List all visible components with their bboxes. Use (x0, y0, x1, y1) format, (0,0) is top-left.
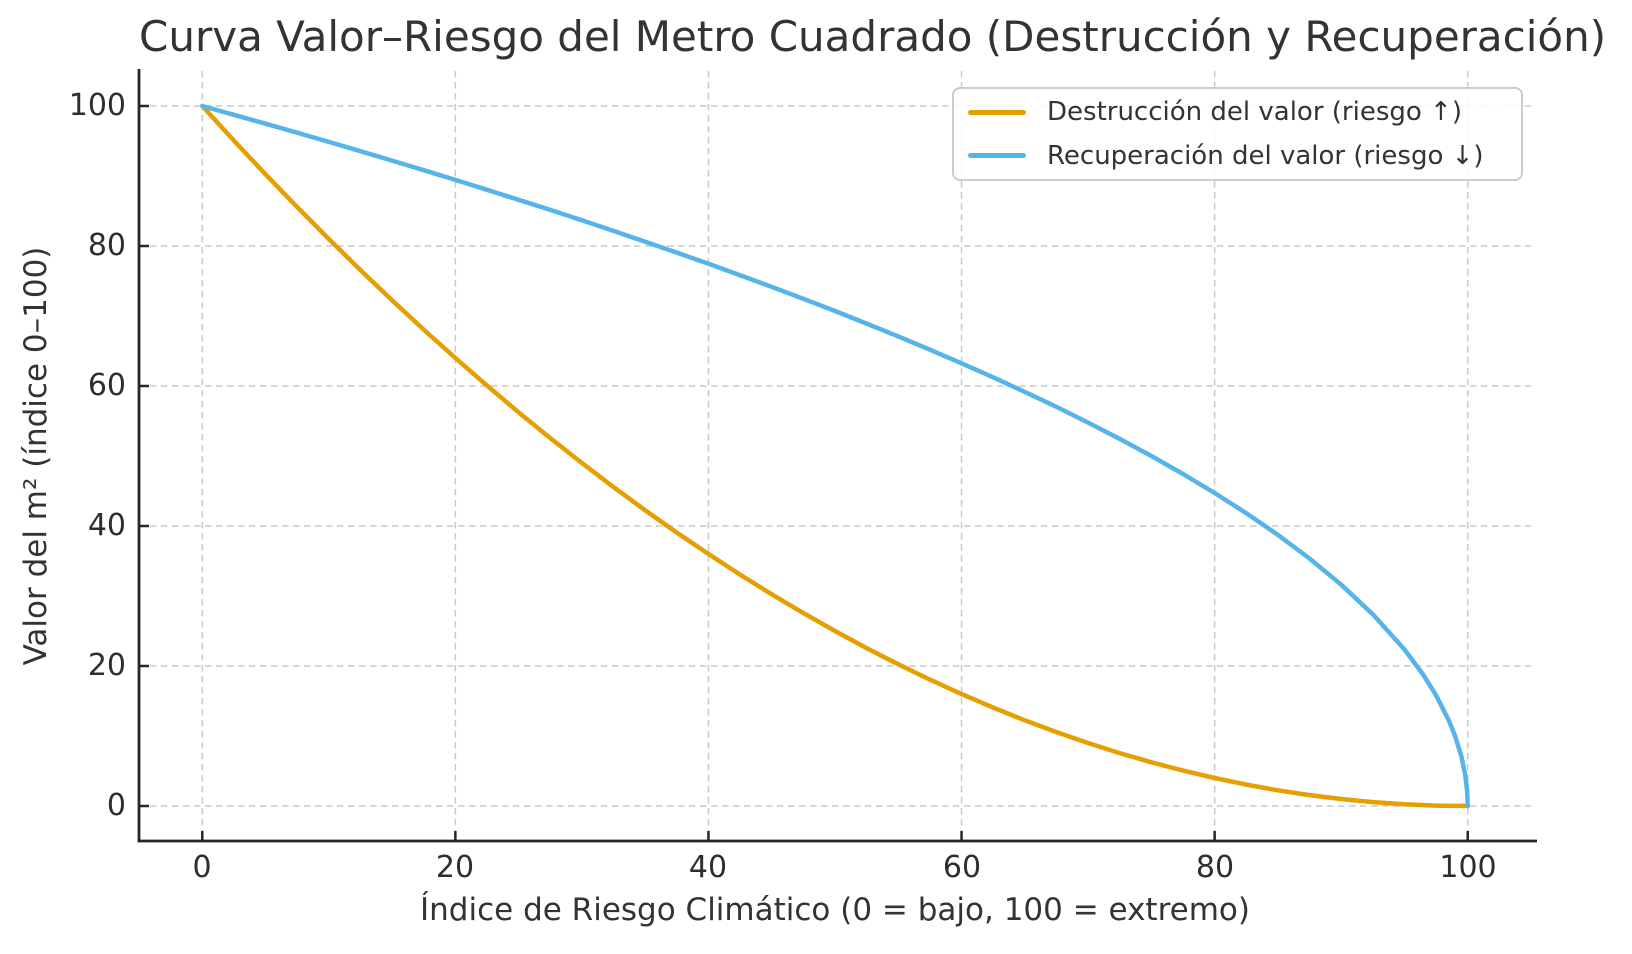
x-tick-label: 40 (688, 850, 728, 885)
recovery-curve (200, 103, 1470, 809)
x-tick-label: 0 (192, 850, 212, 885)
legend-label-recovery: Recuperación del valor (riesgo ↓) (1047, 140, 1484, 171)
y-tick-label: 100 (68, 88, 126, 123)
legend-line-recovery-swatch (968, 153, 1026, 159)
x-tick-label: 100 (1439, 850, 1497, 885)
legend-label-destruction: Destrucción del valor (riesgo ↑) (1047, 97, 1462, 128)
x-axis-label: Índice de Riesgo Climático (0 = bajo, 10… (420, 892, 1250, 928)
legend-line-destruction-swatch (968, 109, 1026, 115)
y-tick-label: 80 (87, 228, 126, 263)
chart-title: Curva Valor–Riesgo del Metro Cuadrado (D… (139, 12, 1607, 61)
x-tick-label: 80 (1195, 850, 1235, 885)
y-axis-label: Valor del m² (índice 0–100) (18, 246, 54, 666)
x-tick-label: 20 (435, 850, 475, 885)
legend-item-destruction: Destrucción del valor (riesgo ↑) (954, 92, 1521, 132)
y-tick-label: 20 (87, 648, 126, 683)
legend: Destrucción del valor (riesgo ↑) Recuper… (952, 87, 1523, 181)
destruction-curve (200, 103, 1470, 809)
y-tick-label: 0 (106, 788, 126, 823)
legend-item-recovery: Recuperación del valor (riesgo ↓) (954, 136, 1521, 176)
x-tick-label: 60 (942, 850, 982, 885)
y-tick-label: 60 (87, 368, 126, 403)
y-tick-label: 40 (87, 508, 126, 543)
